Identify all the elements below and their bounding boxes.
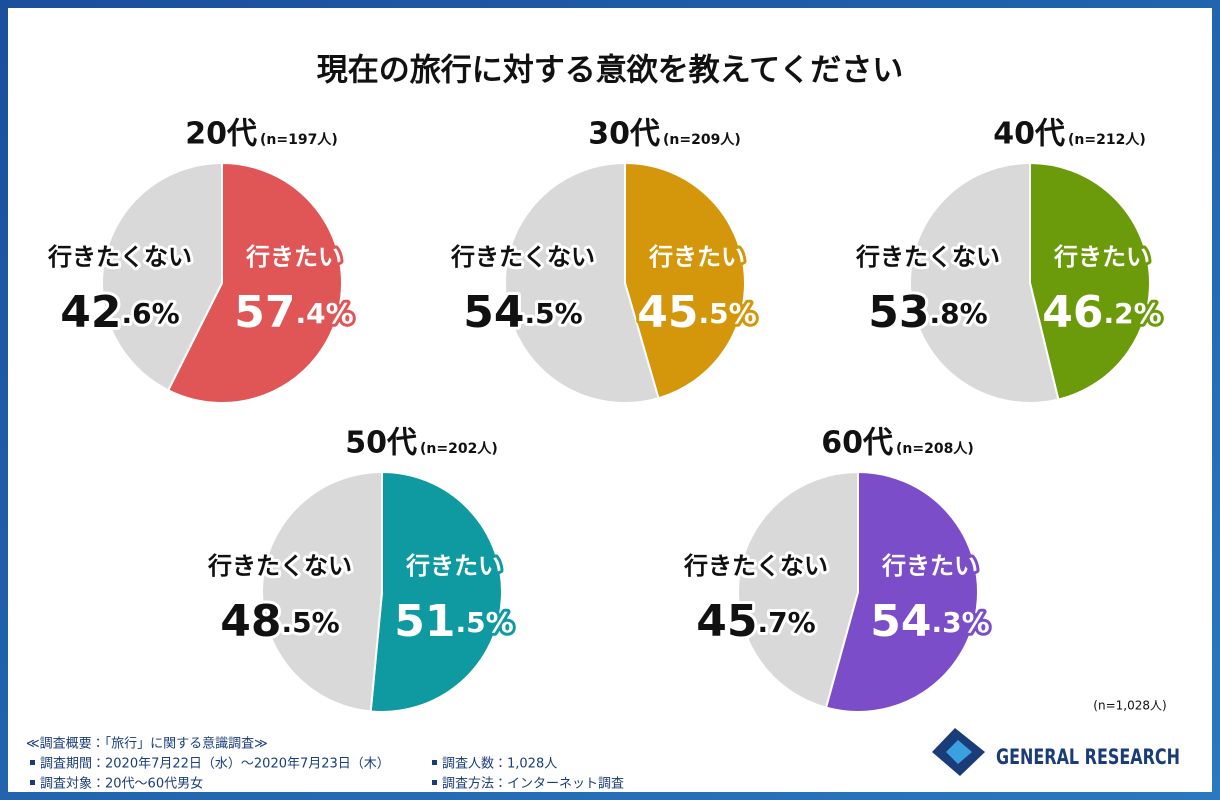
bullet xyxy=(30,760,35,765)
bullet xyxy=(432,780,437,785)
category-label: 行きたくない xyxy=(450,243,595,271)
footer-heading: ≪調査概要：「旅行」に関する意識調査≫ xyxy=(26,737,268,752)
category-label: 行きたい xyxy=(405,552,502,580)
main-title: 現在の旅行に対する意欲を教えてください xyxy=(317,53,904,89)
chart-subtitle: (n=209人) xyxy=(663,132,741,148)
value-label: 42.6% xyxy=(60,287,179,338)
chart-title: 50代 xyxy=(345,426,417,461)
value-label: 45.5% xyxy=(637,287,756,338)
pie-slice xyxy=(166,161,343,404)
pie-slice xyxy=(824,470,979,713)
chart-title: 30代 xyxy=(588,117,660,152)
category-label: 行きたい xyxy=(648,243,745,271)
footer-item: 調査人数：1,028人 xyxy=(442,757,557,772)
footer-item: 調査期間：2020年7月22日（水）～2020年7月23日（木） xyxy=(40,757,390,772)
value-label: 51.5% xyxy=(394,596,513,647)
value-label: 54.5% xyxy=(463,287,582,338)
chart-subtitle: (n=208人) xyxy=(896,441,974,457)
pie-slice xyxy=(624,161,746,400)
footer-item: 調査方法：インターネット調査 xyxy=(442,776,624,792)
category-label: 行きたくない xyxy=(683,552,828,580)
category-label: 行きたい xyxy=(1053,243,1150,271)
chart-subtitle: (n=197人) xyxy=(260,132,338,148)
logo-text: GENERAL RESEARCH xyxy=(996,745,1180,769)
pie-slice xyxy=(1029,161,1151,401)
pie-slice xyxy=(909,161,1060,404)
pie-slice xyxy=(101,161,223,392)
value-label: 53.8% xyxy=(868,287,987,338)
category-label: 行きたくない xyxy=(207,552,352,580)
value-label: 46.2% xyxy=(1042,287,1161,338)
chart-title: 60代 xyxy=(821,426,893,461)
bullet xyxy=(432,760,437,765)
chart-title: 20代 xyxy=(185,117,257,152)
category-label: 行きたくない xyxy=(47,243,192,271)
pie-slice xyxy=(369,470,503,713)
footer-item: 調査対象：20代～60代男女 xyxy=(40,777,203,792)
logo-mark xyxy=(946,740,972,764)
pie-slice xyxy=(261,470,383,713)
category-label: 行きたくない xyxy=(855,243,1000,271)
value-label: 48.5% xyxy=(220,596,339,647)
chart-subtitle: (n=212人) xyxy=(1068,132,1146,148)
category-label: 行きたい xyxy=(881,552,978,580)
value-label: 54.3% xyxy=(870,596,989,647)
value-label: 45.7% xyxy=(696,596,815,647)
pie-slice xyxy=(504,161,660,404)
value-label: 57.4% xyxy=(234,287,353,338)
category-label: 行きたい xyxy=(245,243,342,271)
chart-title: 40代 xyxy=(993,117,1065,152)
pie-slice xyxy=(737,470,859,709)
total-note: (n=1,028人) xyxy=(1093,699,1166,713)
logo: GENERAL RESEARCH xyxy=(932,728,1180,776)
bullet xyxy=(30,780,35,785)
chart-subtitle: (n=202人) xyxy=(420,441,498,457)
